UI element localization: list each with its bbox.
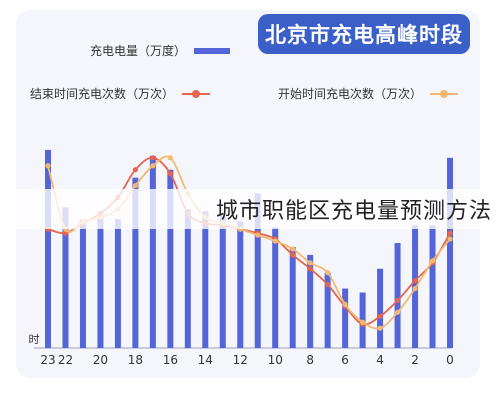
x-tick-label-10: 10: [268, 353, 283, 367]
legend-label-end: 结束时间充电次数（万次）: [30, 87, 175, 101]
end-line-point-18: [132, 167, 138, 173]
x-tick-label-20: 20: [93, 353, 108, 367]
banner-text: 城市职能区充电量预测方法: [215, 199, 492, 224]
start-line-point-10: [272, 238, 278, 244]
bar-22: [62, 207, 69, 348]
legend-item-bars: 充电电量（万度）: [90, 42, 231, 59]
start-line-point-17: [150, 163, 156, 169]
x-tick-label-16: 16: [163, 353, 178, 367]
start-line-point-5: [360, 319, 366, 325]
x-tick-label-18: 18: [128, 353, 143, 367]
bar-14: [202, 211, 209, 348]
start-line-point-4: [377, 325, 383, 331]
bar-4: [377, 268, 384, 348]
end-line-point-7: [325, 282, 331, 288]
start-line-point-1: [429, 258, 436, 264]
start-line-point-23: [45, 163, 51, 169]
bar-19: [114, 219, 121, 348]
start-line-point-8: [307, 260, 313, 266]
start-line-point-18: [132, 182, 138, 189]
legend-line-end-swatch: [182, 89, 211, 98]
end-line-point-2: [412, 278, 418, 284]
start-line-point-2: [412, 285, 418, 292]
x-tick-label-4: 4: [376, 353, 384, 367]
bar-21: [79, 219, 86, 348]
end-line-point-0: [447, 230, 453, 236]
end-line-point-3: [394, 297, 401, 304]
bar-6: [342, 288, 349, 348]
end-line-path: [47, 156, 451, 326]
banner-overlay: [0, 189, 496, 229]
bar-15: [184, 209, 191, 348]
bar-20: [97, 217, 104, 348]
x-tick-label-22: 22: [58, 353, 73, 367]
x-tick-label-0: 0: [446, 353, 454, 367]
start-line-point-16: [167, 155, 173, 161]
bar-3: [394, 243, 401, 348]
start-line-point-6: [342, 301, 348, 308]
bar-23: [45, 149, 51, 348]
legend-item-start: 开始时间充电次数（万次）: [278, 85, 459, 102]
bar-1: [429, 225, 436, 348]
legend-dot-start: [440, 89, 449, 98]
x-tick-label-14: 14: [198, 353, 213, 367]
x-tick-label-8: 8: [306, 353, 314, 367]
start-line-point-3: [394, 309, 401, 315]
legend-bar-swatch: [194, 47, 231, 54]
x-tick-label-23: 23: [40, 353, 55, 367]
end-line-point-4: [377, 313, 383, 319]
end-line-point-17: [150, 155, 156, 161]
bar-10: [272, 227, 279, 348]
bar-7: [324, 272, 331, 348]
start-line-path: [47, 155, 451, 330]
x-tick-label-12: 12: [233, 353, 248, 367]
x-axis-unit-label: 时: [29, 333, 40, 346]
legend-line-start-swatch: [430, 89, 459, 98]
bar-17: [149, 155, 156, 348]
bar-9: [289, 246, 296, 348]
start-line-point-0: [447, 236, 453, 242]
bar-0: [447, 157, 453, 348]
legend-label-start: 开始时间充电次数（万次）: [278, 87, 423, 101]
end-line-point-16: [167, 171, 173, 177]
bar-18: [132, 177, 139, 348]
bar-12: [237, 221, 244, 348]
start-line-point-11: [255, 232, 261, 238]
start-line-point-7: [325, 270, 331, 276]
legend-dot-end: [192, 89, 201, 98]
start-line-point-9: [290, 246, 296, 252]
chart-title: 北京市充电高峰时段: [258, 14, 470, 54]
bar-16: [167, 169, 174, 348]
end-line-point-8: [307, 266, 313, 272]
x-tick-label-6: 6: [341, 353, 349, 367]
legend-item-end: 结束时间充电次数（万次）: [30, 85, 211, 102]
x-tick-label-2: 2: [411, 353, 419, 367]
bar-11: [254, 193, 261, 348]
end-line-point-9: [290, 252, 296, 258]
bar-13: [219, 215, 226, 348]
bar-8: [307, 254, 314, 348]
legend-label-bars: 充电电量（万度）: [90, 44, 187, 58]
